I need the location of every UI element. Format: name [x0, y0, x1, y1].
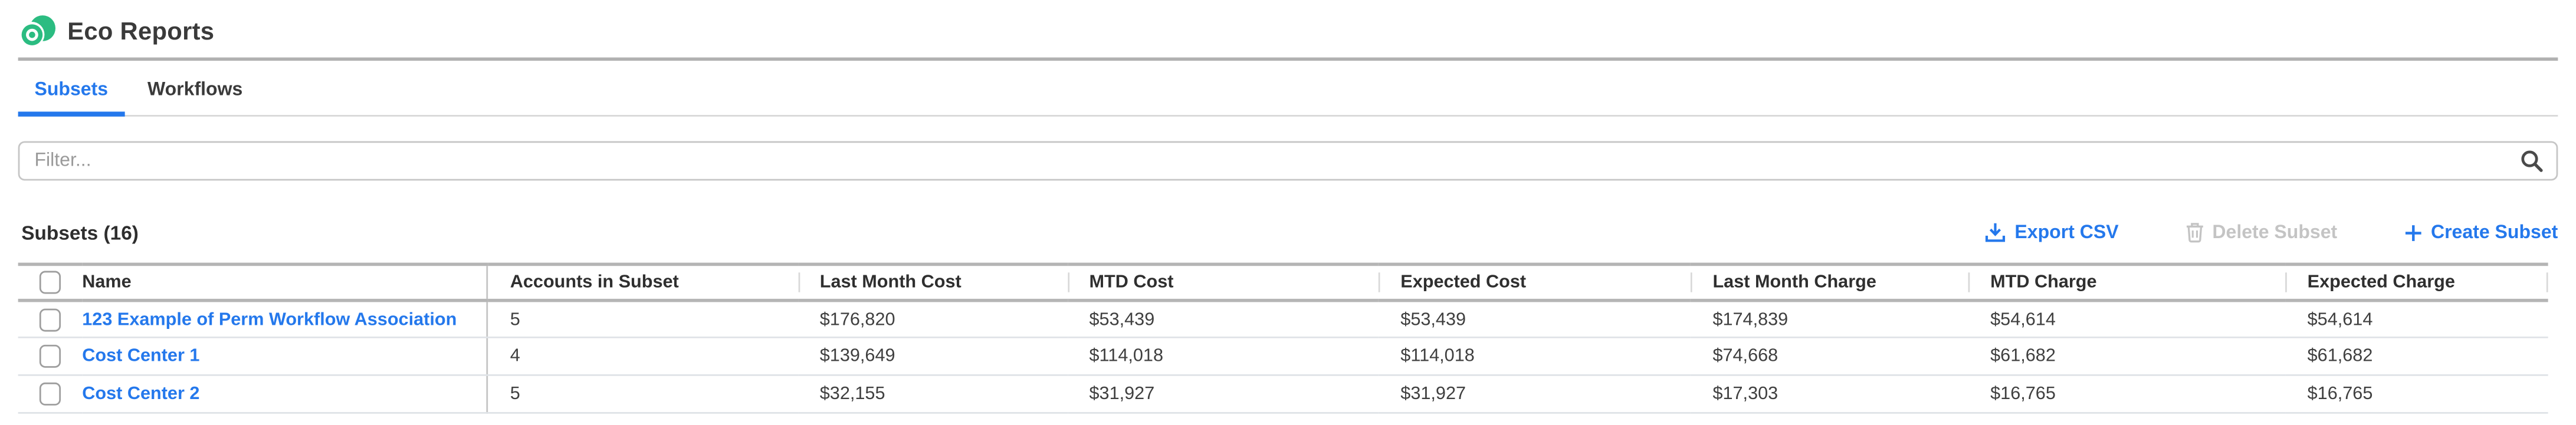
eco-swirl-icon [19, 15, 56, 48]
cell-last-month-charge: $174,839 [1690, 301, 1968, 339]
subsets-count-heading: Subsets (16) [21, 221, 139, 245]
create-subset-label: Create Subset [2430, 223, 2558, 243]
column-header-last-month-cost[interactable]: Last Month Cost [798, 263, 1067, 302]
cell-mtd-cost: $114,018 [1067, 338, 1379, 376]
toolbar-actions: Export CSV Delete Subset Create Sub [1985, 222, 2558, 243]
cell-mtd-cost: $53,439 [1067, 301, 1379, 339]
column-header-mtd-cost[interactable]: MTD Cost [1067, 263, 1379, 302]
subsets-toolbar: Subsets (16) Export CSV [18, 217, 2558, 248]
cell-accounts: 4 [487, 338, 798, 376]
column-header-accounts[interactable]: Accounts in Subset [487, 263, 798, 302]
row-checkbox[interactable] [39, 381, 61, 406]
tab-workflows-label: Workflows [147, 80, 243, 100]
table-header-row: Name Accounts in Subset Last Month Cost … [18, 263, 2548, 302]
delete-subset-label: Delete Subset [2212, 223, 2338, 243]
create-subset-button[interactable]: Create Subset [2403, 223, 2558, 243]
table-row: Cost Center 2 5 $32,155 $31,927 $31,927 … [18, 375, 2548, 414]
cell-expected-charge: $61,682 [2285, 338, 2548, 376]
cell-last-month-cost: $32,155 [798, 375, 1067, 414]
cell-mtd-charge: $61,682 [1968, 338, 2286, 376]
cell-expected-charge: $54,614 [2285, 301, 2548, 339]
cell-last-month-charge: $17,303 [1690, 375, 1968, 414]
cell-expected-cost: $114,018 [1378, 338, 1691, 376]
app-header: Eco Reports [0, 0, 2576, 57]
tab-subsets[interactable]: Subsets [18, 80, 124, 117]
column-header-expected-charge[interactable]: Expected Charge [2285, 263, 2548, 302]
column-header-expected-cost[interactable]: Expected Cost [1378, 263, 1691, 302]
cell-last-month-cost: $139,649 [798, 338, 1067, 376]
cell-expected-cost: $53,439 [1378, 301, 1691, 339]
filter-bar [18, 140, 2558, 182]
subset-link[interactable]: Cost Center 1 [82, 347, 200, 367]
column-header-last-month-charge[interactable]: Last Month Charge [1690, 263, 1968, 302]
cell-accounts: 5 [487, 375, 798, 414]
cell-last-month-charge: $74,668 [1690, 338, 1968, 376]
export-csv-label: Export CSV [2014, 223, 2119, 243]
subset-link[interactable]: 123 Example of Perm Workflow Association [82, 309, 457, 330]
filter-input[interactable] [18, 140, 2558, 182]
trash-icon [2186, 223, 2203, 243]
download-icon [1986, 223, 2006, 243]
cell-mtd-charge: $16,765 [1968, 375, 2286, 414]
tab-workflows[interactable]: Workflows [131, 80, 259, 116]
cell-last-month-cost: $176,820 [798, 301, 1067, 339]
cell-expected-charge: $16,765 [2285, 375, 2548, 414]
table-row: Cost Center 1 4 $139,649 $114,018 $114,0… [18, 338, 2548, 376]
page-title: Eco Reports [67, 18, 215, 46]
row-checkbox[interactable] [39, 308, 61, 332]
header-divider [18, 57, 2558, 61]
table-row: 123 Example of Perm Workflow Association… [18, 301, 2548, 339]
row-checkbox[interactable] [39, 344, 61, 369]
search-icon[interactable] [2520, 149, 2543, 172]
select-all-checkbox[interactable] [39, 271, 61, 295]
cell-mtd-charge: $54,614 [1968, 301, 2286, 339]
cell-accounts: 5 [487, 301, 798, 339]
subset-link[interactable]: Cost Center 2 [82, 384, 200, 404]
column-header-mtd-charge[interactable]: MTD Charge [1968, 263, 2286, 302]
column-header-name[interactable]: Name [82, 263, 488, 302]
plus-icon [2404, 225, 2421, 241]
select-all-cell [18, 263, 83, 302]
export-csv-button[interactable]: Export CSV [1985, 222, 2119, 243]
cell-expected-cost: $31,927 [1378, 375, 1691, 414]
cell-mtd-cost: $31,927 [1067, 375, 1379, 414]
subsets-table: Name Accounts in Subset Last Month Cost … [18, 263, 2548, 414]
tab-subsets-label: Subsets [34, 80, 109, 100]
tab-bar: Subsets Workflows [18, 60, 2558, 117]
delete-subset-button[interactable]: Delete Subset [2184, 222, 2337, 243]
